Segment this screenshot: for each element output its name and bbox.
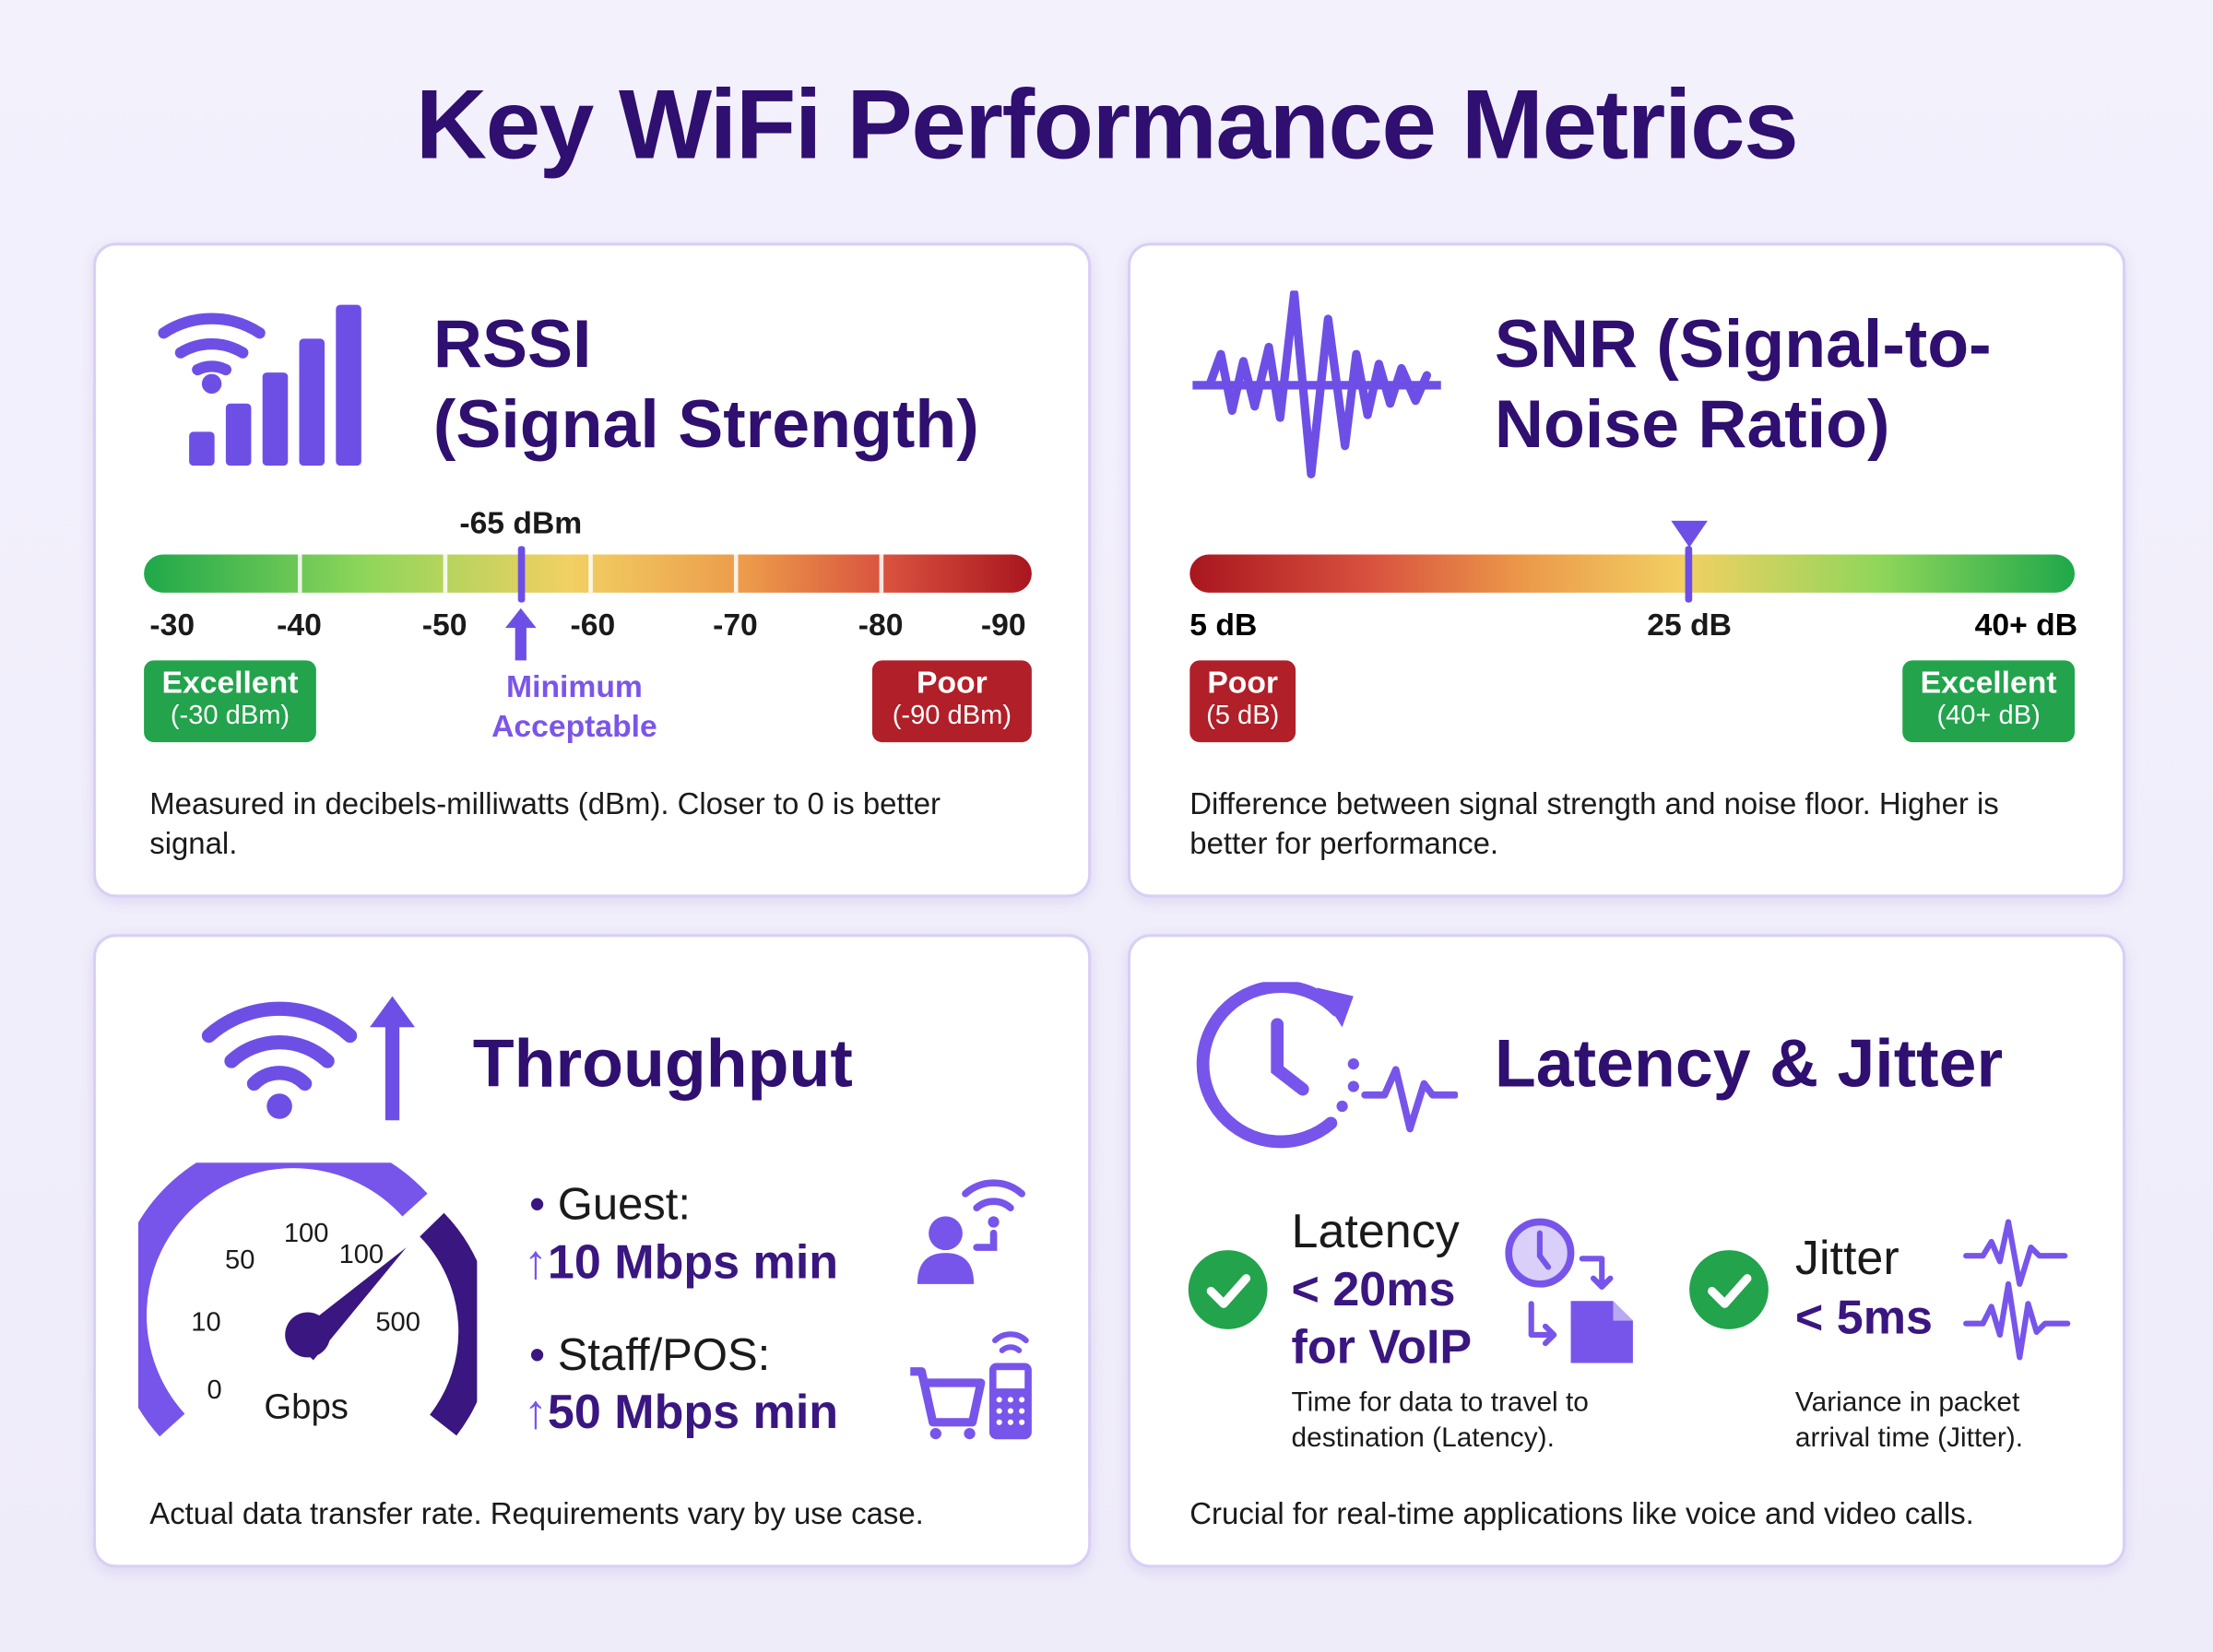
rssi-marker-line (517, 546, 526, 603)
rssi-scale-label: -30 (149, 607, 195, 643)
wifi-signal-bars-icon (158, 304, 361, 466)
badge-value: (40+ dB) (1936, 701, 2041, 731)
rssi-marker-label: -65 dBm (459, 504, 583, 541)
latency-card-description: Crucial for real-time applications like … (1189, 1496, 1974, 1531)
min-line2: Acceptable (491, 708, 657, 744)
latency-label: Latency (1291, 1205, 1460, 1259)
minimum-acceptable-label: Minimum Acceptable (433, 667, 716, 747)
snr-title-line2: Noise Ratio) (1494, 387, 1890, 464)
rssi-title: RSSI (Signal Strength) (433, 305, 979, 466)
rssi-scale-label: -70 (713, 607, 758, 643)
jitter-label: Jitter (1794, 1232, 1899, 1286)
throughput-description: Actual data transfer rate. Requirements … (149, 1496, 924, 1531)
rssi-description: Measured in decibels-milliwatts (dBm). C… (149, 787, 941, 861)
jitter-description: Variance in packet arrival time (Jitter)… (1794, 1386, 2024, 1454)
badge-value: (-90 dBm) (892, 701, 1012, 731)
rssi-scale-label: -50 (421, 607, 467, 643)
wifi-upload-icon (201, 996, 415, 1121)
jitter-check-icon (1689, 1250, 1769, 1329)
snr-poor-badge: Poor (5 dB) (1189, 660, 1296, 743)
badge-label: Poor (1207, 664, 1279, 701)
snr-marker-line (1685, 546, 1693, 603)
staff-label: Staff/POS: (557, 1328, 771, 1380)
badge-value: (-30 dBm) (170, 701, 290, 731)
guest-bullet: • Guest: (528, 1178, 692, 1230)
rssi-divider (733, 554, 739, 593)
guest-requirement: ↑10 Mbps min (523, 1235, 839, 1290)
gauge-unit: Gbps (264, 1386, 349, 1427)
gauge-label: 50 (225, 1245, 255, 1276)
gauge-label: 100 (338, 1240, 385, 1270)
page-title: Key WiFi Performance Metrics (415, 68, 1799, 180)
jitter-value: < 5ms (1794, 1291, 1933, 1345)
snr-excellent-badge: Excellent (40+ dB) (1902, 660, 2075, 743)
latency-value-context: for VoIP (1291, 1320, 1473, 1375)
latency-check-icon (1188, 1250, 1268, 1329)
pos-cart-terminal-icon (910, 1331, 1032, 1440)
snr-scale-label: 5 dB (1189, 607, 1258, 643)
min-line1: Minimum (506, 668, 643, 704)
staff-bullet: • Staff/POS: (528, 1328, 771, 1380)
rssi-divider (443, 554, 448, 593)
clock-to-document-icon (1505, 1218, 1633, 1363)
gauge-label: 500 (375, 1307, 420, 1339)
rssi-title-line1: RSSI (432, 307, 592, 383)
rssi-divider (297, 554, 302, 593)
guest-user-wifi-icon (917, 1179, 1025, 1284)
throughput-card: Throughput 0 10 50 100 100 500 Gbps • Gu… (93, 934, 1092, 1568)
speedometer-gauge-icon (137, 1162, 478, 1437)
snr-scale-label: 40+ dB (1974, 607, 2078, 643)
rssi-gradient-bar (144, 554, 1032, 593)
snr-description: Difference between signal strength and n… (1189, 787, 1999, 861)
latency-description: Time for data to travel to destination (… (1291, 1386, 1589, 1454)
rssi-divider (588, 554, 593, 593)
snr-card: SNR (Signal-to- Noise Ratio) 5 dB 25 dB … (1127, 242, 2126, 898)
waveform-icon (1192, 290, 1441, 478)
rssi-scale-label: -80 (858, 607, 904, 643)
snr-marker-triangle-icon (1671, 520, 1709, 548)
latency-value: < 20ms (1291, 1262, 1456, 1317)
snr-title: SNR (Signal-to- Noise Ratio) (1495, 305, 1992, 466)
gauge-label: 10 (191, 1307, 221, 1339)
snr-gradient-bar (1189, 554, 2075, 593)
guest-label: Guest: (557, 1178, 692, 1230)
rssi-scale-label: -60 (570, 607, 616, 643)
guest-value: 10 Mbps min (547, 1235, 839, 1290)
throughput-title: Throughput (472, 1027, 853, 1103)
rssi-divider (879, 554, 884, 593)
jitter-waveform-icon (1963, 1219, 2071, 1361)
staff-requirement: ↑50 Mbps min (523, 1386, 839, 1440)
rssi-title-line2: (Signal Strength) (432, 387, 979, 464)
latency-title: Latency & Jitter (1494, 1027, 2004, 1103)
rssi-card: RSSI (Signal Strength) -65 dBm -30 -40 -… (93, 242, 1092, 898)
gauge-label: 100 (283, 1219, 329, 1249)
badge-label: Poor (917, 664, 988, 701)
rssi-poor-badge: Poor (-90 dBm) (871, 660, 1032, 743)
clock-refresh-pulse-icon (1196, 982, 1459, 1149)
rssi-scale-label: -40 (277, 607, 322, 643)
staff-value: 50 Mbps min (547, 1386, 839, 1440)
badge-value: (5 dB) (1206, 701, 1280, 731)
rssi-scale-label: -90 (980, 607, 1026, 643)
gauge-label: 0 (207, 1375, 222, 1406)
latency-jitter-card: Latency & Jitter Latency < 20ms for VoIP… (1127, 934, 2126, 1568)
badge-label: Excellent (161, 664, 299, 701)
rssi-excellent-badge: Excellent (-30 dBm) (144, 660, 316, 743)
badge-label: Excellent (1920, 664, 2057, 701)
snr-scale-label: 25 dB (1647, 607, 1732, 643)
arrow-up-icon (504, 608, 537, 661)
snr-title-line1: SNR (Signal-to- (1494, 307, 1992, 383)
